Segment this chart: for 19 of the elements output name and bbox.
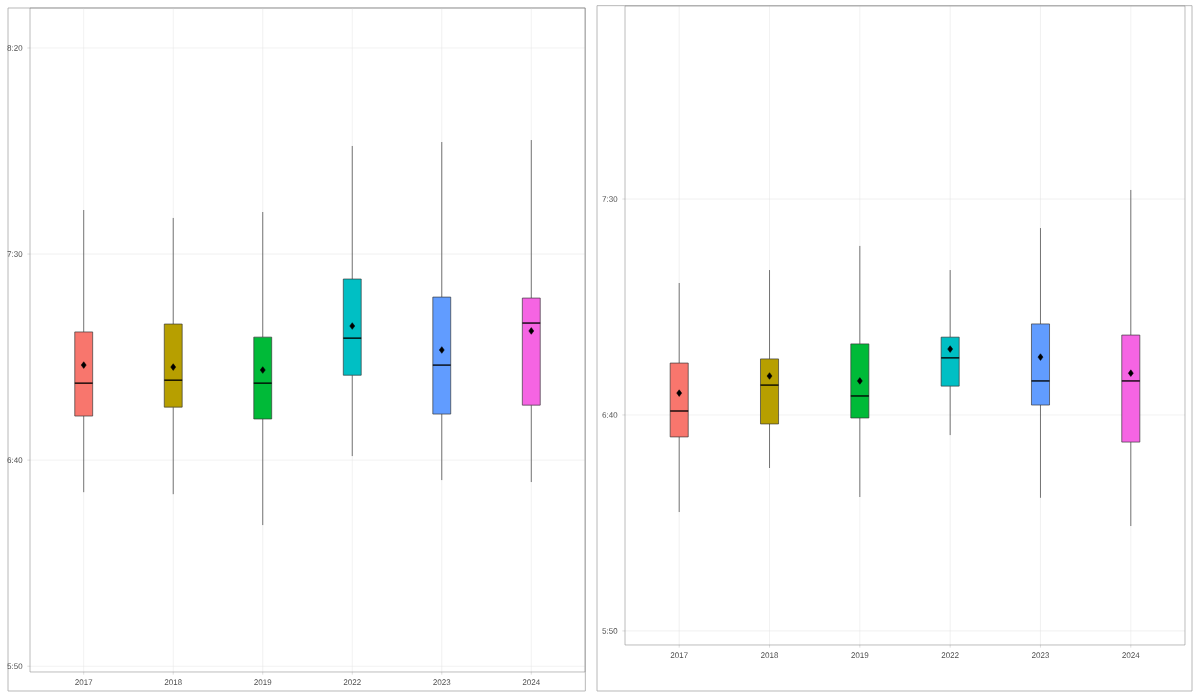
x-tick-label: 2023: [1031, 652, 1050, 659]
x-tick-label: 2019: [254, 679, 272, 686]
x-tick-label: 2017: [75, 679, 93, 686]
x-tick-label: 2022: [941, 652, 959, 659]
x-tick-label: 2024: [522, 679, 540, 686]
x-tick-label: 2019: [851, 652, 869, 659]
y-tick-label: 5:50: [7, 663, 23, 670]
y-tick-label: 5:50: [602, 628, 618, 634]
y-tick-label: 6:40: [7, 457, 23, 463]
y-tick-label: 6:40: [602, 412, 618, 418]
x-tick-label: 2018: [164, 679, 182, 686]
x-tick-label: 2024: [1122, 652, 1140, 659]
x-tick-label: 2018: [761, 652, 779, 659]
y-tick-label: 7:30: [602, 196, 618, 202]
x-tick-label: 2023: [433, 679, 451, 686]
x-tick-label: 2017: [670, 652, 688, 659]
y-tick-label: 8:20: [7, 45, 23, 51]
y-tick-label: 7:30: [7, 251, 23, 257]
x-tick-label: 2022: [343, 679, 361, 686]
